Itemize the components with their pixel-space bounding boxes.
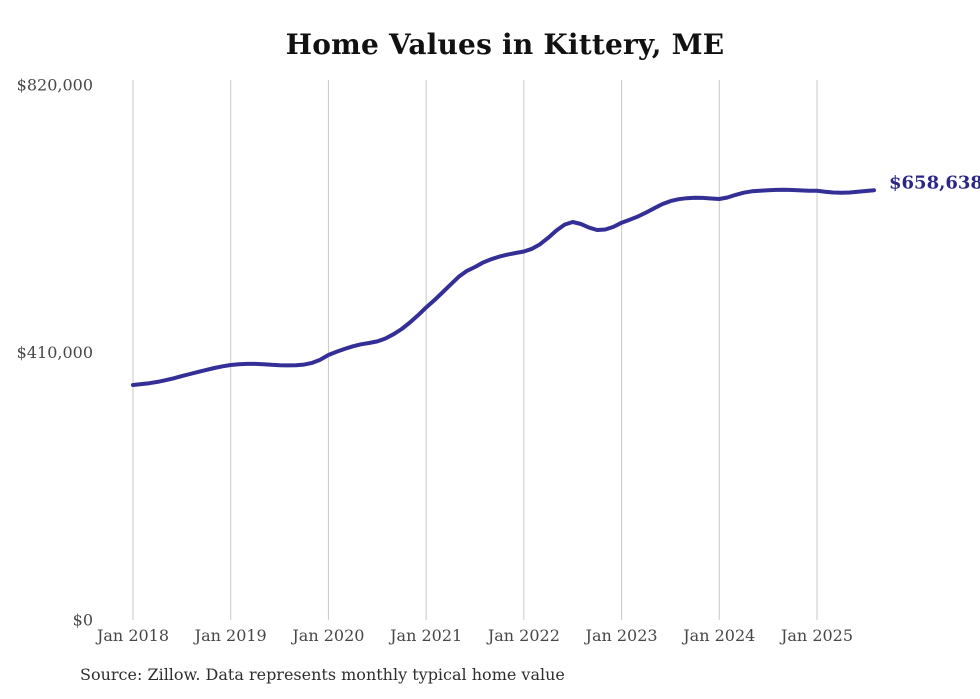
y-tick-label: $0 bbox=[73, 611, 93, 630]
value-line bbox=[131, 187, 876, 387]
x-tick-label: Jan 2018 bbox=[95, 626, 169, 645]
x-tick-label: Jan 2019 bbox=[193, 626, 267, 645]
end-value-label: $658,638 bbox=[889, 172, 980, 193]
x-tick-label: Jan 2024 bbox=[681, 626, 755, 645]
x-tick-label: Jan 2025 bbox=[779, 626, 853, 645]
chart-title: Home Values in Kittery, ME bbox=[285, 28, 725, 61]
y-tick-label: $410,000 bbox=[17, 343, 93, 362]
source-note: Source: Zillow. Data represents monthly … bbox=[80, 665, 565, 684]
x-tick-label: Jan 2020 bbox=[290, 626, 364, 645]
x-tick-label: Jan 2023 bbox=[584, 626, 658, 645]
x-tick-label: Jan 2021 bbox=[388, 626, 462, 645]
x-tick-label: Jan 2022 bbox=[486, 626, 560, 645]
y-tick-label: $820,000 bbox=[17, 76, 93, 95]
